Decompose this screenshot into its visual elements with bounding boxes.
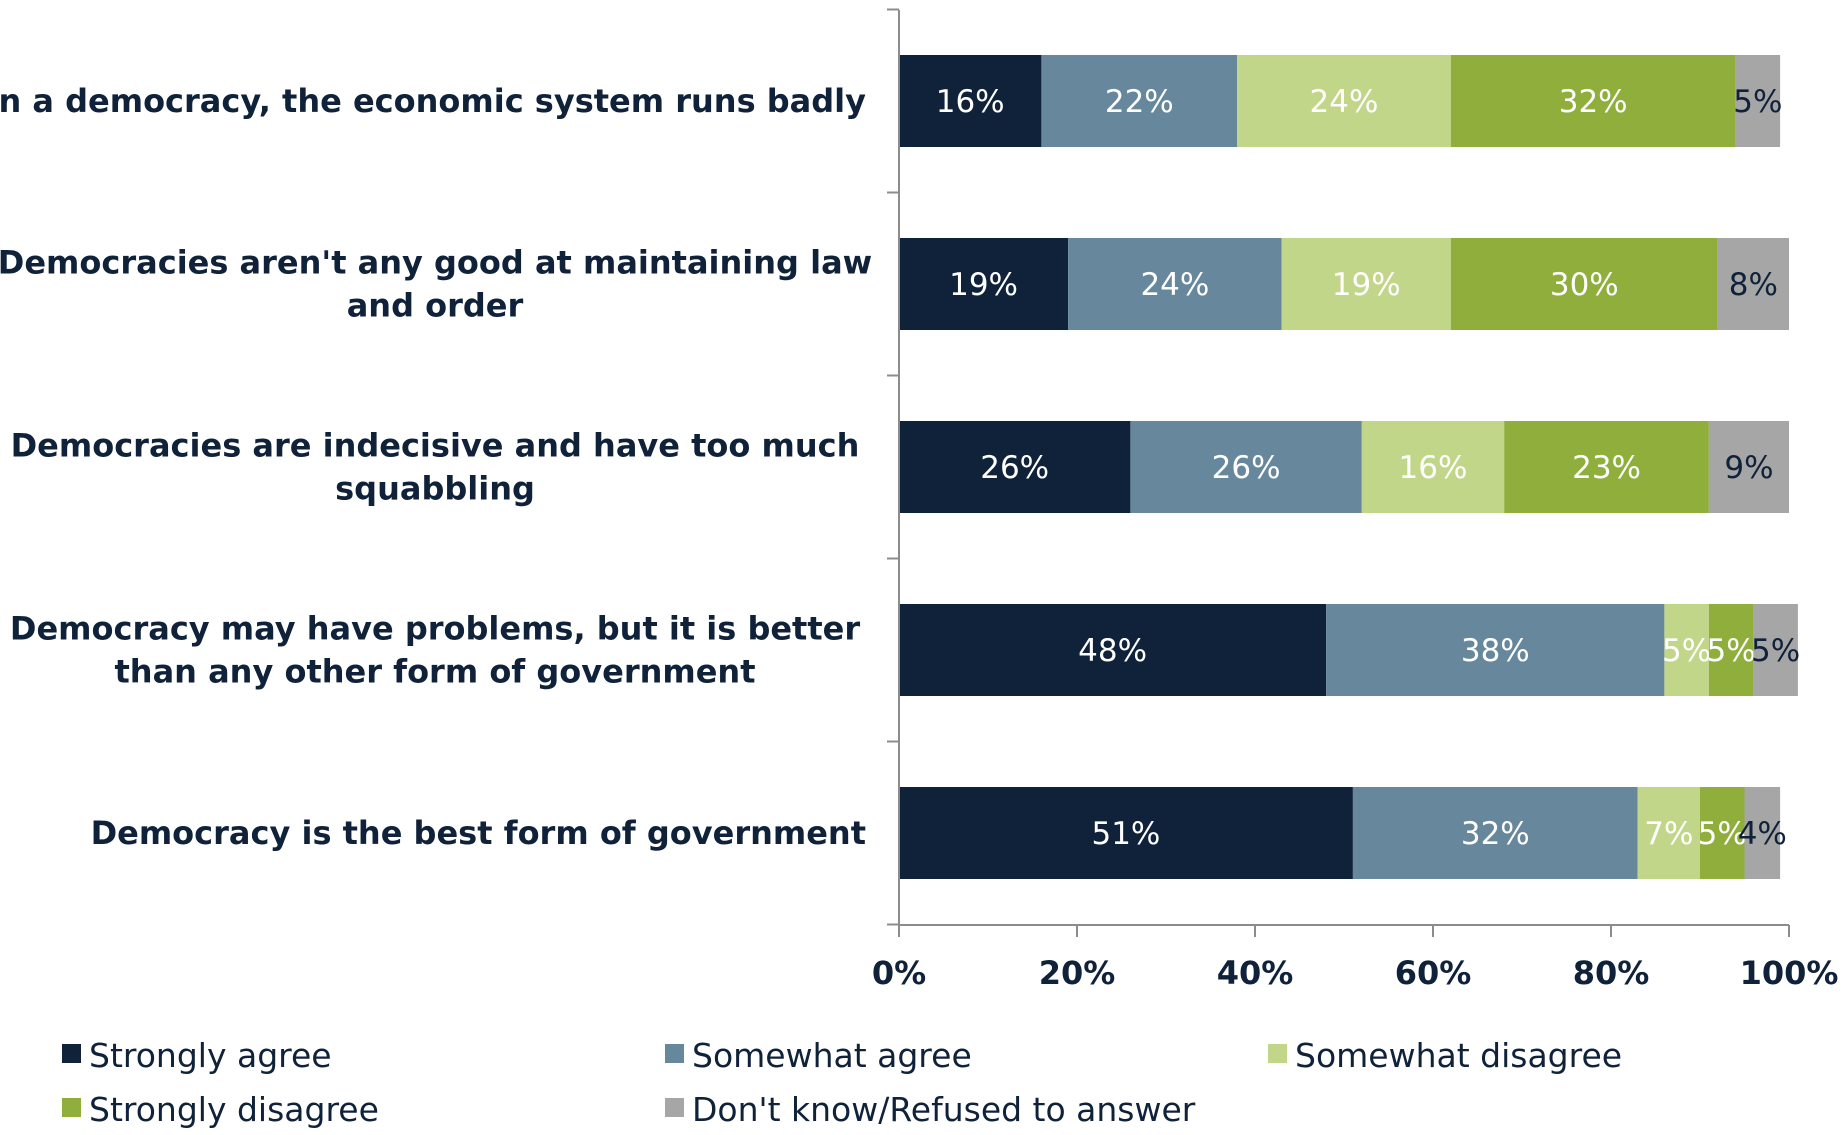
bar-segment: [899, 787, 1353, 879]
data-label: 26%: [1212, 450, 1281, 486]
bar-segment: [1450, 55, 1736, 147]
x-tick-label: 100%: [1740, 954, 1839, 992]
legend-swatch: [62, 1044, 81, 1063]
x-tick-label: 20%: [1039, 954, 1116, 992]
bar-segment: [899, 421, 1131, 513]
bar-segment: [1281, 238, 1451, 330]
data-label: 8%: [1729, 267, 1778, 303]
legend-swatch: [665, 1098, 684, 1117]
category-label: squabbling: [335, 470, 535, 508]
bar-segment: [1361, 421, 1505, 513]
legend-label: Somewhat disagree: [1295, 1036, 1622, 1075]
category-label: and order: [347, 287, 524, 325]
data-label: 16%: [936, 84, 1005, 120]
x-tick-label: 60%: [1395, 954, 1472, 992]
data-label: 5%: [1733, 84, 1782, 120]
data-label: 9%: [1724, 450, 1773, 486]
data-label: 30%: [1550, 267, 1619, 303]
legend-swatch: [1268, 1044, 1287, 1063]
bar-segment: [1326, 604, 1665, 696]
category-label: Democracies aren't any good at maintaini…: [0, 244, 872, 282]
bar-segment: [899, 238, 1069, 330]
data-label: 26%: [980, 450, 1049, 486]
bar-segment: [1700, 787, 1745, 879]
bar-segment: [1708, 421, 1789, 513]
legend-label: Strongly agree: [89, 1036, 332, 1075]
category-label: Democracy is the best form of government: [91, 814, 866, 852]
bar-segment: [1068, 238, 1282, 330]
data-label: 4%: [1738, 816, 1787, 852]
bar-segment: [1237, 55, 1451, 147]
category-label: In a democracy, the economic system runs…: [0, 82, 866, 120]
data-label: 5%: [1707, 633, 1756, 669]
category-labels: In a democracy, the economic system runs…: [0, 82, 872, 852]
data-label: 32%: [1559, 84, 1628, 120]
bars-layer: 16% 22% 24% 32% 5% 19% 24% 19% 30% 8% 26% 26% 16% 23%…: [899, 55, 1800, 879]
data-label: 24%: [1140, 267, 1209, 303]
legend-swatch: [62, 1098, 81, 1117]
legend-label: Strongly disagree: [89, 1090, 379, 1129]
data-label: 7%: [1644, 816, 1693, 852]
category-label: than any other form of government: [114, 653, 755, 691]
data-label: 5%: [1662, 633, 1711, 669]
data-label: 24%: [1310, 84, 1379, 120]
x-tick-label: 80%: [1573, 954, 1650, 992]
bar-segment: [1130, 421, 1362, 513]
axes-layer: 0% 20% 40% 60% 80% 100%: [872, 8, 1839, 992]
data-label: 22%: [1105, 84, 1174, 120]
bar-segment: [899, 604, 1327, 696]
data-label: 16%: [1399, 450, 1468, 486]
bar-segment: [1735, 55, 1781, 147]
bar-segment: [1708, 604, 1754, 696]
data-label: 23%: [1572, 450, 1641, 486]
legend: Strongly agree Somewhat agree Somewhat dis…: [62, 1036, 1622, 1129]
bar-segment: [1717, 238, 1789, 330]
bar-segment: [1744, 787, 1781, 879]
data-label: 5%: [1751, 633, 1800, 669]
legend-swatch: [665, 1044, 684, 1063]
data-label: 32%: [1461, 816, 1530, 852]
bar-segment: [1450, 238, 1718, 330]
bar-segment: [1637, 787, 1700, 879]
data-label: 51%: [1091, 816, 1160, 852]
bar-segment: [1664, 604, 1709, 696]
bar-segment: [1041, 55, 1238, 147]
data-label: 19%: [949, 267, 1018, 303]
x-tick-label: 0%: [872, 954, 926, 992]
bar-segment: [1352, 787, 1638, 879]
legend-label: Don't know/Refused to answer: [692, 1090, 1196, 1129]
data-label: 48%: [1078, 633, 1147, 669]
bar-segment: [1504, 421, 1709, 513]
legend-label: Somewhat agree: [692, 1036, 972, 1075]
data-label: 19%: [1332, 267, 1401, 303]
category-label: Democracy may have problems, but it is b…: [10, 610, 860, 648]
data-label: 38%: [1461, 633, 1530, 669]
bar-segment: [899, 55, 1042, 147]
bar-segment: [1753, 604, 1798, 696]
data-label: 5%: [1698, 816, 1747, 852]
x-tick-label: 40%: [1217, 954, 1294, 992]
category-label: Democracies are indecisive and have too …: [11, 427, 860, 465]
